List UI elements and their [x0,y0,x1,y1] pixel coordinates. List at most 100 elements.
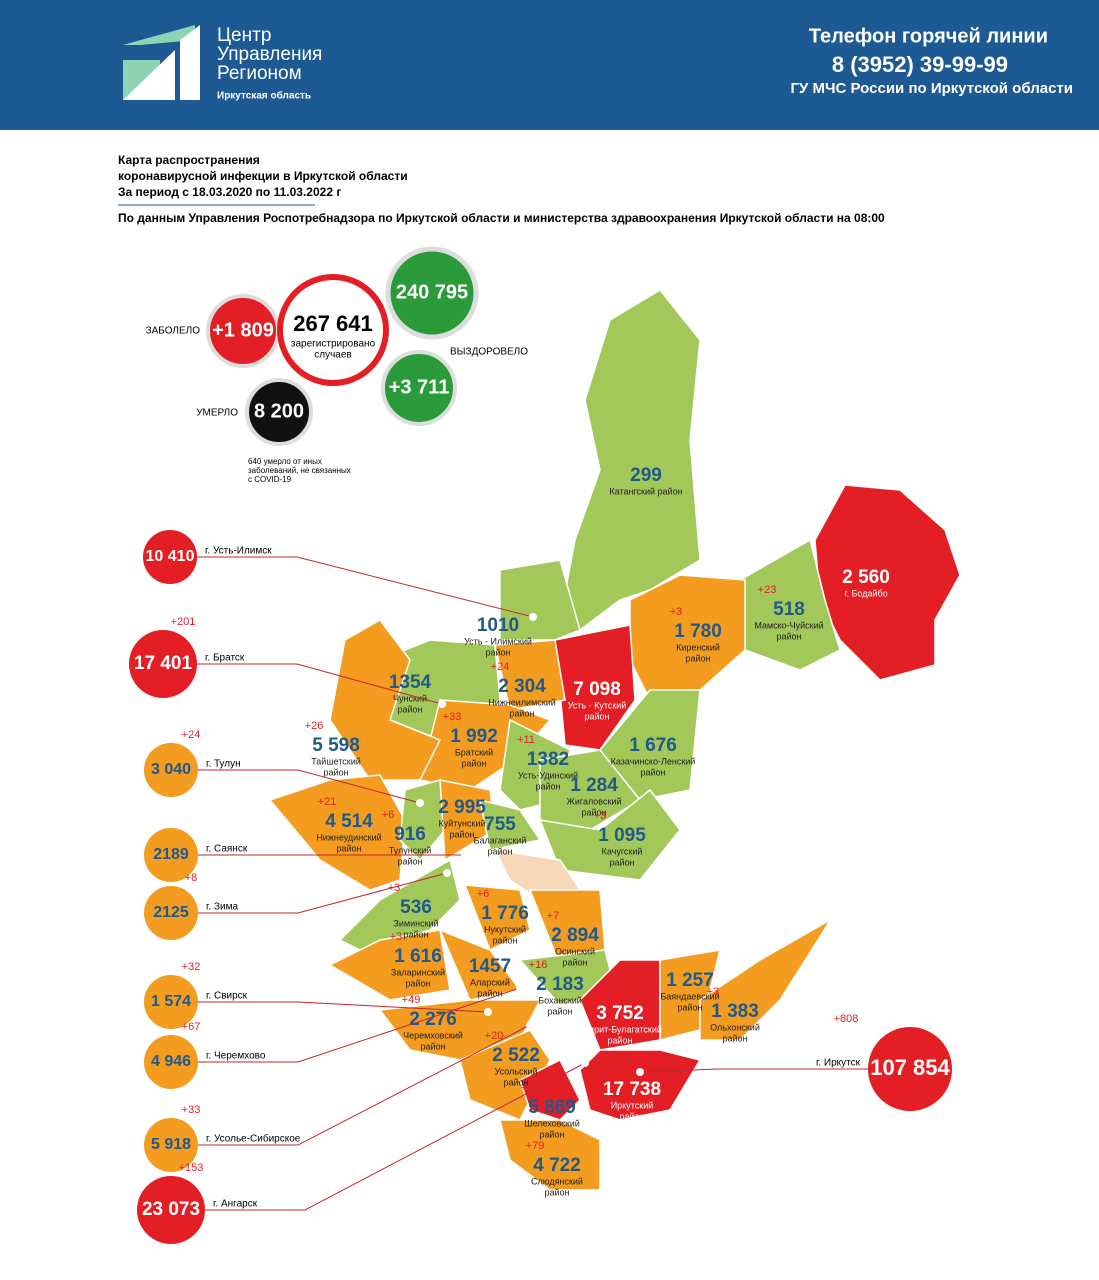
district-name: район [485,647,510,657]
hotline-title: Телефон горячей линии [809,25,1048,47]
district-delta: +64 [601,1064,620,1076]
district-value: 1457 [469,956,511,977]
city-marker [516,984,524,992]
district-name: Казачинско-Ленский [611,756,696,766]
district-delta: +79 [526,1140,545,1152]
district-name: Братский [455,747,493,757]
district-value: 4 514 [325,811,373,832]
district-value: 2 276 [409,1009,457,1030]
district-value: 1 776 [481,903,529,924]
city-value: 10 410 [146,548,195,565]
district-name: Качугский [602,846,643,856]
logo-icon [123,25,200,100]
district-name: район [397,704,422,714]
district-name: район [487,846,512,856]
summary: ЗАБОЛЕЛО +1 809 267 641 зарегистрировано… [146,246,528,484]
district-value: 3 752 [596,1003,644,1024]
district-delta: +21 [318,796,337,808]
district-name: Аларский [470,977,510,987]
district-name: район [609,857,634,867]
district-name: Мамско-Чуйский [754,620,823,630]
district-name: Чунский [393,693,427,703]
total-caption: зарегистрировано [291,339,376,350]
district-delta: +3 [707,986,720,998]
district-name: район [619,1111,644,1121]
district-name: Тулунский [389,845,432,855]
district-name: Нижнеилимский [488,697,556,707]
district-name: Усть - Кутский [568,700,627,710]
district-name: район [544,1187,569,1197]
city-value: 17 401 [134,653,193,674]
district-name: район [776,631,801,641]
district-name: Усть-Удинский [518,770,578,780]
leader-line [198,872,448,914]
leader-line [197,663,443,705]
district-delta: +11 [517,734,535,746]
city-value: 5 918 [151,1136,191,1153]
district-name: район [640,767,665,777]
city-marker [443,869,451,877]
district-value: 2 894 [551,925,599,946]
district-value: 2 304 [498,676,546,697]
district-value: 1 992 [450,726,498,747]
district-name: Боханский [538,995,582,1005]
leader-line [197,556,534,618]
city-delta: +201 [171,616,196,628]
district-name: район [420,1041,445,1051]
city-circle [144,886,198,940]
district-name: район [535,781,560,791]
district-delta: +7 [547,910,560,922]
district-name: район [336,843,361,853]
district-delta: +3 [594,810,607,822]
district-value: 5 869 [528,1097,576,1118]
city-circle [143,530,197,584]
district-name: Шелеховский [524,1118,580,1128]
district-name: район [722,1033,747,1043]
district-value: 1 284 [570,775,618,796]
city-marker [438,700,446,708]
died: 8 200 [254,400,304,422]
city-delta: +153 [179,1162,204,1174]
district-name: Заларинский [391,967,445,977]
district-name: Ольхонский [710,1022,760,1032]
city-name: г. Тулун [206,759,241,770]
district-value: 299 [630,465,662,486]
district-name: район [503,1077,528,1087]
district-name: Эхирит-Булагатский [578,1024,662,1034]
district-name: район [461,758,486,768]
total-circle [277,274,389,386]
city-value: 2125 [153,904,189,921]
leader-line [198,769,421,804]
district-name: район [323,767,348,777]
district-name: район [449,829,474,839]
city-value: 2189 [153,846,189,863]
city-delta: +33 [182,1104,201,1116]
district-name: Тайшетский [311,756,361,766]
city-value: 1 574 [151,993,191,1010]
district-value: 536 [400,897,432,918]
city-circle [137,1176,205,1244]
city-circle [129,630,197,698]
district-delta: +3 [388,882,401,894]
district-value: 1 257 [666,970,714,991]
source-note: По данным Управления Роспотребнадзора по… [118,211,885,225]
map [268,289,961,1191]
district-delta: +33 [443,711,462,723]
recovered-new: +3 711 [389,376,450,398]
city-marker [484,1008,492,1016]
district-delta: +26 [305,720,324,732]
leader-line [198,1001,489,1013]
district-value: 2 522 [492,1045,540,1066]
city-name: г. Братск [205,653,245,664]
district-value: 1382 [527,749,569,770]
district-delta: +6 [477,888,490,900]
hotline-org: ГУ МЧС России по Иркутской области [791,80,1073,97]
city-circle [868,1027,952,1111]
city-marker [636,1068,644,1076]
district-name: район [584,711,609,721]
district-name: район [539,1129,564,1139]
district-name: Балаганский [474,835,527,845]
district-delta: +3 [670,606,683,618]
logo-text: Центр [217,25,271,46]
